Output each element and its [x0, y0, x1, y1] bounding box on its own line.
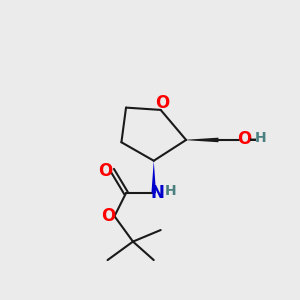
Text: O: O: [155, 94, 169, 112]
Polygon shape: [186, 138, 218, 142]
Text: O: O: [237, 130, 251, 148]
Text: N: N: [151, 184, 165, 202]
Text: O: O: [98, 162, 112, 180]
Text: O: O: [101, 207, 115, 225]
Text: -: -: [249, 130, 257, 149]
Text: H: H: [165, 184, 176, 198]
Text: H: H: [255, 131, 266, 145]
Polygon shape: [152, 161, 156, 193]
